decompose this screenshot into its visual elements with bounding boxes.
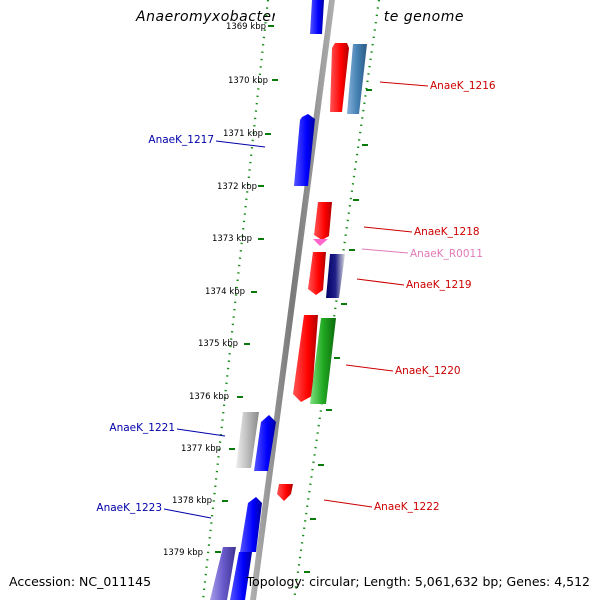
- gene-feature-1221-grey[interactable]: [236, 412, 259, 468]
- leader-line-1221: [176, 428, 226, 437]
- gene-label-1220[interactable]: AnaeK_1220: [395, 365, 461, 377]
- accession-text: Accession: NC_011145: [9, 574, 152, 589]
- tick-label-1376: 1376 kbp: [189, 392, 229, 402]
- gene-feature-top[interactable]: [310, 0, 324, 34]
- leader-line-1220: [345, 364, 394, 372]
- gene-label-1223[interactable]: AnaeK_1223: [96, 502, 162, 514]
- leader-lines: [163, 81, 429, 519]
- tick-label-1378: 1378 kbp: [172, 496, 212, 506]
- leader-line-R0011: [361, 248, 409, 254]
- gene-feature-bottom-purple[interactable]: [210, 547, 236, 600]
- leader-line-1216: [379, 81, 429, 87]
- leader-line-1222: [323, 499, 373, 508]
- leader-line-1219: [356, 278, 405, 286]
- tick-label-1375: 1375 kbp: [198, 339, 238, 349]
- leader-line-1218: [363, 226, 413, 233]
- gene-label-1222[interactable]: AnaeK_1222: [374, 501, 440, 513]
- tick-label-1372: 1372 kbp: [217, 182, 257, 192]
- leader-line-1223: [163, 508, 212, 519]
- gene-label-1216[interactable]: AnaeK_1216: [430, 80, 496, 92]
- tick-label-1371: 1371 kbp: [223, 129, 263, 139]
- gene-feature-1220[interactable]: [310, 318, 336, 404]
- gene-feature-1219-b[interactable]: [326, 254, 345, 298]
- gene-feature-1223[interactable]: [240, 497, 262, 552]
- gene-features: [210, 0, 367, 600]
- leader-line-1217: [215, 140, 266, 148]
- gene-feature-1219[interactable]: [308, 252, 326, 295]
- coordinate-ticks: 1369 kbp 1370 kbp 1371 kbp 1372 kbp 1373…: [163, 22, 372, 573]
- tick-label-1370: 1370 kbp: [228, 76, 268, 86]
- gene-label-1217[interactable]: AnaeK_1217: [148, 134, 214, 146]
- gene-label-1221[interactable]: AnaeK_1221: [109, 422, 175, 434]
- tick-label-1377: 1377 kbp: [181, 444, 221, 454]
- gene-label-1219[interactable]: AnaeK_1219: [406, 279, 472, 291]
- tick-label-1373: 1373 kbp: [212, 234, 252, 244]
- gene-feature-1216[interactable]: [347, 44, 367, 114]
- gene-feature-1221[interactable]: [254, 415, 276, 471]
- gene-feature-bottom-blue[interactable]: [230, 552, 252, 600]
- gene-label-R0011[interactable]: AnaeK_R0011: [410, 248, 483, 260]
- gene-feature-1217[interactable]: [294, 114, 315, 186]
- tick-label-1374: 1374 kbp: [205, 287, 245, 297]
- gene-feature-1220-red[interactable]: [293, 315, 318, 402]
- tick-label-1369: 1369 kbp: [226, 22, 266, 32]
- gene-feature-1222[interactable]: [277, 484, 293, 501]
- gene-labels: AnaeK_1216 AnaeK_1217 AnaeK_1218 AnaeK_R…: [96, 80, 496, 514]
- genome-summary-text: Topology: circular; Length: 5,061,632 bp…: [246, 574, 590, 589]
- trna-feature-R0011[interactable]: [313, 239, 328, 246]
- gene-label-1218[interactable]: AnaeK_1218: [414, 226, 480, 238]
- tick-label-1379: 1379 kbp: [163, 548, 203, 558]
- gene-feature-1218[interactable]: [314, 202, 332, 240]
- gene-feature-1216-red[interactable]: [330, 43, 349, 112]
